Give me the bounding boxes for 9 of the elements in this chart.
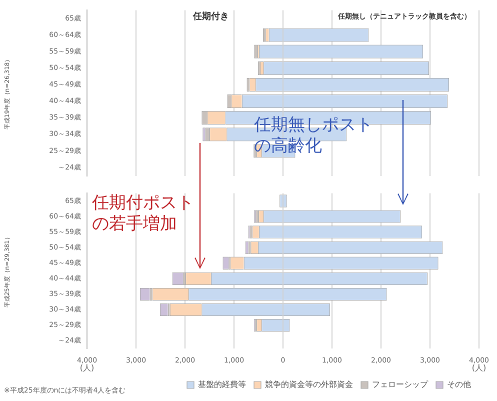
annotation: 任期無しポストの高齢化 — [253, 114, 373, 156]
text: (人) — [472, 364, 486, 373]
annotation: 任期付き — [192, 11, 229, 22]
legend-label: フェローシップ — [372, 380, 429, 390]
annotation: 任期付ポストの若手増加 — [91, 192, 194, 234]
x-axis-title: (人) — [80, 364, 94, 373]
legend-label: 競争的資金等の外部資金 — [265, 380, 353, 390]
legend-label: その他 — [447, 380, 471, 390]
legend-label: 基盤的経費等 — [198, 380, 246, 390]
